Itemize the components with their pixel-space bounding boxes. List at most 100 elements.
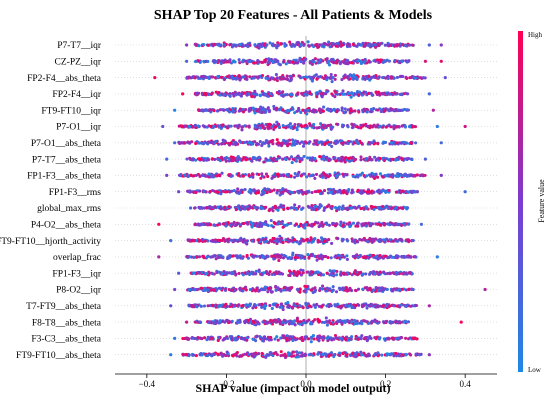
shap-point	[378, 337, 381, 340]
shap-point	[259, 256, 262, 259]
shap-point	[306, 109, 309, 112]
shap-point	[346, 289, 349, 292]
shap-point	[308, 304, 311, 307]
shap-point	[299, 268, 302, 271]
shap-point	[352, 126, 355, 129]
shap-point	[323, 172, 326, 175]
shap-point	[235, 208, 238, 211]
shap-point	[254, 157, 257, 160]
shap-point	[288, 109, 291, 112]
shap-point	[377, 289, 380, 292]
shap-point	[391, 256, 394, 259]
shap-point	[194, 142, 197, 145]
feature-label: P7-O1__iqr	[56, 123, 102, 133]
shap-point	[308, 206, 311, 209]
shap-outlier-point	[436, 125, 439, 128]
shap-point	[388, 304, 391, 307]
shap-point	[400, 239, 403, 242]
shap-point	[197, 240, 200, 243]
shap-point	[282, 208, 285, 211]
shap-point	[299, 320, 302, 323]
shap-point	[322, 157, 325, 160]
shap-point	[258, 289, 261, 292]
shap-point	[408, 271, 411, 274]
shap-point	[343, 111, 346, 114]
shap-point	[281, 174, 284, 177]
shap-point	[198, 190, 201, 193]
shap-point	[246, 45, 249, 48]
shap-point	[410, 173, 413, 176]
shap-point	[388, 174, 391, 177]
shap-point	[230, 125, 233, 128]
shap-point	[367, 256, 370, 259]
feature-label: P7-O1__abs_theta	[31, 139, 102, 149]
shap-point	[372, 124, 375, 127]
shap-point	[407, 240, 410, 243]
feature-label: P8-O2__iqr	[56, 286, 102, 296]
shap-point	[228, 174, 231, 177]
shap-point	[193, 76, 196, 79]
shap-point	[303, 155, 306, 158]
shap-point	[315, 303, 318, 306]
shap-point	[241, 289, 244, 292]
shap-point	[392, 304, 395, 307]
shap-point	[347, 142, 350, 145]
shap-point	[255, 270, 258, 273]
shap-point	[409, 141, 412, 144]
shap-point	[307, 257, 310, 260]
shap-point	[309, 157, 312, 160]
feature-label: FP2-F4__iqr	[52, 90, 101, 100]
shap-point	[330, 304, 333, 307]
shap-point	[276, 191, 279, 194]
shap-point	[298, 189, 301, 192]
shap-point	[300, 174, 303, 177]
shap-point	[382, 189, 385, 192]
shap-point	[313, 157, 316, 160]
shap-point	[414, 304, 417, 307]
shap-point	[344, 62, 347, 65]
shap-outlier-point	[173, 109, 176, 112]
shap-point	[311, 191, 314, 194]
shap-point	[249, 109, 252, 112]
shap-point	[406, 255, 409, 258]
shap-point	[334, 190, 337, 193]
feature-label: FT9-FT10__iqr	[41, 106, 101, 116]
shap-point	[368, 190, 371, 193]
shap-point	[296, 320, 299, 323]
shap-point	[272, 105, 275, 108]
shap-point	[321, 95, 324, 98]
shap-point	[360, 192, 363, 195]
shap-point	[251, 271, 254, 274]
shap-point	[270, 219, 273, 222]
shap-point	[371, 222, 374, 225]
shap-point	[224, 289, 227, 292]
shap-point	[241, 60, 244, 63]
shap-point	[314, 306, 317, 309]
shap-point	[408, 44, 411, 47]
shap-point	[249, 321, 252, 324]
shap-point	[303, 256, 306, 259]
shap-point	[257, 303, 260, 306]
shap-point	[341, 89, 344, 92]
shap-point	[226, 190, 229, 193]
shap-point	[248, 190, 251, 193]
shap-point	[381, 205, 384, 208]
shap-point	[396, 223, 399, 226]
shap-point	[406, 303, 409, 306]
shap-point	[290, 286, 293, 289]
shap-point	[213, 321, 216, 324]
shap-point	[260, 207, 263, 210]
shap-point	[237, 125, 240, 128]
shap-point	[263, 191, 266, 194]
shap-point	[393, 92, 396, 95]
shap-point	[261, 74, 264, 77]
shap-point	[237, 320, 240, 323]
feature-points	[189, 203, 409, 212]
shap-point	[269, 92, 272, 95]
shap-point	[223, 157, 226, 160]
shap-point	[238, 110, 241, 113]
shap-point	[229, 142, 232, 145]
shap-point	[252, 61, 255, 64]
shap-point	[356, 125, 359, 128]
shap-point	[202, 75, 205, 78]
